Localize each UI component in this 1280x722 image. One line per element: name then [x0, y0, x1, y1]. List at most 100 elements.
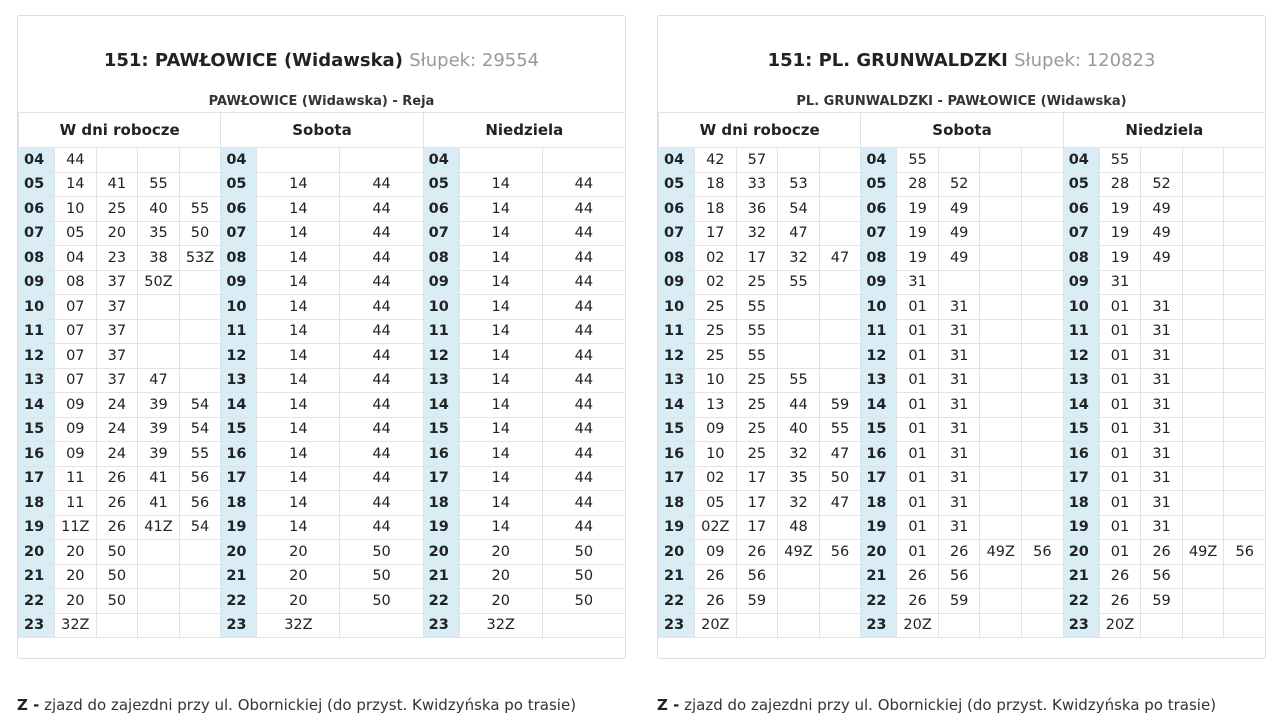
minute-cell: 55 — [1098, 147, 1142, 173]
hour-cell: 08 — [1062, 245, 1100, 271]
minute-cell: 26 — [694, 563, 737, 589]
minute-cell: 44 — [339, 392, 424, 418]
minute-cell: 50 — [541, 588, 627, 614]
minute-cell: 11 — [54, 490, 97, 516]
hour-cell: 09 — [1062, 269, 1100, 295]
minute-cell — [1021, 367, 1064, 393]
minute-cell — [1223, 563, 1267, 589]
minute-cell: 44 — [339, 465, 424, 491]
minute-cell: 09 — [54, 416, 97, 442]
minute-cell: 17 — [735, 514, 779, 540]
hour-cell: 23 — [422, 612, 460, 638]
weekday-header: W dni robocze — [17, 112, 222, 148]
hour-cell: 11 — [220, 318, 258, 344]
minute-cell: 50Z — [137, 269, 180, 295]
hour-cell: 16 — [220, 441, 258, 467]
minute-cell: 18 — [694, 171, 737, 197]
minute-cell — [178, 294, 222, 320]
hour-cell: 08 — [860, 245, 898, 271]
minute-cell: 42 — [694, 147, 737, 173]
minute-cell: 59 — [937, 588, 981, 614]
minute-cell — [1223, 147, 1267, 173]
minute-cell — [1021, 588, 1064, 614]
hour-cell: 19 — [18, 514, 55, 540]
minute-cell — [1181, 196, 1225, 222]
minute-cell: 40 — [777, 416, 820, 442]
minute-cell — [937, 612, 981, 638]
minute-cell: 59 — [818, 392, 862, 418]
hour-cell: 14 — [1062, 392, 1100, 418]
minute-cell: 14 — [458, 245, 543, 271]
minute-cell — [458, 147, 543, 173]
hour-cell: 06 — [220, 196, 258, 222]
hour-row: 15 09 24 39 54 15 14 44 15 14 44 — [18, 416, 627, 442]
minute-cell: 44 — [541, 343, 627, 369]
minute-cell — [339, 612, 424, 638]
minute-cell — [178, 588, 222, 614]
minute-cell: 01 — [1098, 539, 1142, 565]
minute-cell — [1181, 269, 1225, 295]
minute-cell: 04 — [54, 245, 97, 271]
minute-cell: 56 — [1021, 539, 1064, 565]
minute-cell: 14 — [256, 514, 341, 540]
minute-cell: 01 — [1098, 441, 1142, 467]
minute-cell: 52 — [937, 171, 981, 197]
minute-cell: 44 — [339, 490, 424, 516]
minute-cell: 01 — [896, 318, 939, 344]
hour-cell: 04 — [658, 147, 695, 173]
minute-cell: 01 — [896, 294, 939, 320]
minute-cell — [95, 147, 139, 173]
hour-cell: 10 — [220, 294, 258, 320]
minute-cell: 01 — [896, 490, 939, 516]
minute-cell: 41 — [137, 465, 180, 491]
hour-cell: 07 — [860, 220, 898, 246]
hour-cell: 19 — [860, 514, 898, 540]
minute-cell: 14 — [256, 367, 341, 393]
hour-cell: 20 — [860, 539, 898, 565]
minute-cell: 19 — [896, 220, 939, 246]
minute-cell — [979, 514, 1023, 540]
minute-cell: 20 — [54, 588, 97, 614]
minute-cell: 31 — [1140, 343, 1183, 369]
hour-row: 10 07 37 10 14 44 10 14 44 — [18, 294, 627, 320]
hour-cell: 06 — [18, 196, 55, 222]
hour-row: 21 26 56 21 26 56 21 26 56 — [658, 563, 1267, 589]
minute-cell — [777, 147, 820, 173]
hour-cell: 08 — [658, 245, 695, 271]
minute-cell — [818, 269, 862, 295]
hour-row: 22 20 50 22 20 50 22 20 50 — [18, 588, 627, 614]
minute-cell: 44 — [541, 416, 627, 442]
minute-cell: 49Z — [777, 539, 820, 565]
minute-cell — [979, 343, 1023, 369]
minute-cell: 31 — [1140, 318, 1183, 344]
minute-cell — [1140, 612, 1183, 638]
hour-cell: 10 — [1062, 294, 1100, 320]
minute-cell: 09 — [54, 392, 97, 418]
hour-cell: 19 — [1062, 514, 1100, 540]
minute-cell: 44 — [339, 269, 424, 295]
minute-cell: 19 — [1098, 196, 1142, 222]
minute-cell — [979, 416, 1023, 442]
minute-cell — [818, 294, 862, 320]
hour-cell: 15 — [422, 416, 460, 442]
minute-cell: 47 — [818, 490, 862, 516]
minute-cell — [777, 588, 820, 614]
hour-cell: 11 — [1062, 318, 1100, 344]
hour-cell: 09 — [220, 269, 258, 295]
hour-row: 04 44 04 04 — [18, 147, 627, 173]
minute-cell: 31 — [1140, 441, 1183, 467]
minute-cell: 55 — [137, 171, 180, 197]
minute-cell — [1223, 441, 1267, 467]
hour-cell: 16 — [18, 441, 55, 467]
minute-cell — [1021, 563, 1064, 589]
minute-cell: 31 — [937, 367, 981, 393]
hour-cell: 17 — [658, 465, 695, 491]
minute-cell: 31 — [937, 441, 981, 467]
minute-cell: 44 — [339, 318, 424, 344]
minute-cell: 07 — [54, 294, 97, 320]
minute-cell: 44 — [541, 196, 627, 222]
minute-cell: 14 — [256, 465, 341, 491]
hour-cell: 21 — [658, 563, 695, 589]
legend-key: Z - — [657, 696, 680, 714]
minute-cell — [979, 269, 1023, 295]
